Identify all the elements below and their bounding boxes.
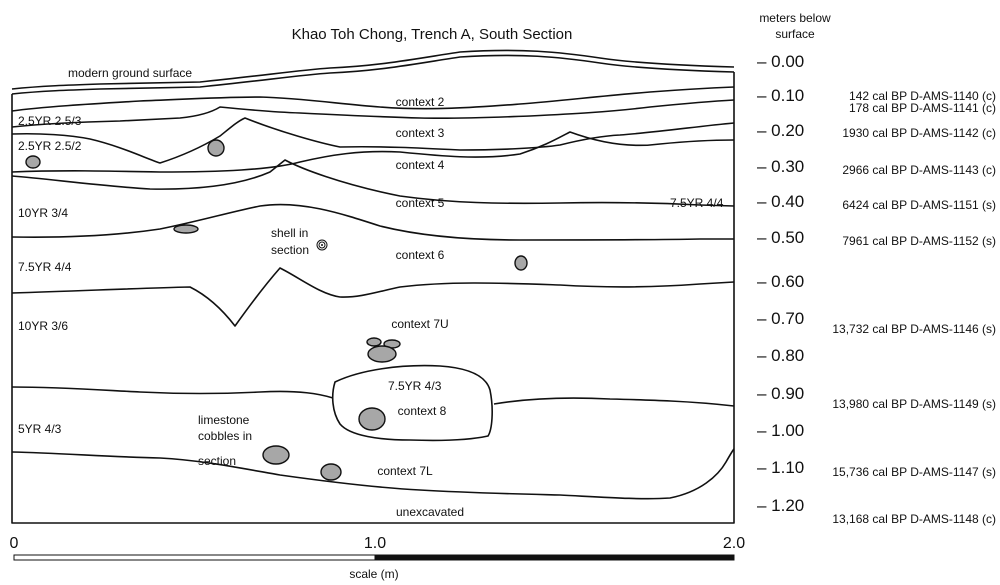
date-label: 13,168 cal BP D-AMS-1148 (c) <box>832 512 996 526</box>
depth-tick: – 1.10 <box>757 458 804 477</box>
depth-tick: – 0.80 <box>757 346 804 365</box>
scale-segment-light <box>13 554 376 561</box>
depth-tick: – 0.20 <box>757 121 804 140</box>
context-3-label: context 3 <box>396 126 445 140</box>
date-label: 13,732 cal BP D-AMS-1146 (s) <box>832 322 996 336</box>
shell-annotation-line1: shell in <box>271 226 308 240</box>
modern-ground-surface-line-inner <box>11 54 735 95</box>
soil-color-label: 2.5YR 2.5/3 <box>18 114 82 128</box>
date-label: 6424 cal BP D-AMS-1151 (s) <box>842 198 996 212</box>
context-7U-label: context 7U <box>391 317 448 331</box>
scale-segment-dark <box>374 554 735 561</box>
context-2-label: context 2 <box>396 95 445 109</box>
boundary-context-5-6 <box>11 159 735 207</box>
date-label: 142 cal BP D-AMS-1140 (c) <box>849 89 996 103</box>
depth-tick: – 0.90 <box>757 384 804 403</box>
radiocarbon-dates: 142 cal BP D-AMS-1140 (c) 178 cal BP D-A… <box>832 89 996 526</box>
context-7L-label: context 7L <box>377 464 433 478</box>
boundary-context-6-lower <box>11 203 734 241</box>
soil-color-label: 5YR 4/3 <box>18 422 62 436</box>
scale-tick-label: 1.0 <box>364 535 386 552</box>
soil-color-label: 7.5YR 4/4 <box>18 260 72 274</box>
soil-color-label: 7.5YR 4/4 <box>670 196 724 210</box>
depth-tick: – 0.70 <box>757 309 804 328</box>
depth-tick: – 1.00 <box>757 421 804 440</box>
depth-axis-title-line1: meters below <box>759 11 831 25</box>
limestone-cobble-7 <box>367 345 397 363</box>
modern-ground-surface-line <box>11 49 735 90</box>
boundary-top-of-context-2 <box>11 86 735 112</box>
limestone-annotation-line2: cobbles in <box>198 429 252 443</box>
boundary-context-7L-unexcavated <box>11 448 735 500</box>
soil-color-label: 10YR 3/4 <box>18 206 68 220</box>
boundary-context-3-4 <box>11 117 735 164</box>
soil-color-label: 7.5YR 4/3 <box>388 379 442 393</box>
limestone-cobble-3 <box>173 224 199 234</box>
context-5-label: context 5 <box>396 196 445 210</box>
limestone-annotation-line1: limestone <box>198 413 250 427</box>
limestone-cobble-5 <box>366 337 382 347</box>
scale-label: scale (m) <box>349 567 398 581</box>
depth-tick: – 0.10 <box>757 86 804 105</box>
date-label: 7961 cal BP D-AMS-1152 (s) <box>842 234 996 248</box>
unexcavated-label: unexcavated <box>396 505 464 519</box>
context-8-lens-outline <box>331 364 493 442</box>
boundary-context-7U-7L <box>11 386 735 407</box>
depth-scale: – 0.00 – 0.10 – 0.20 – 0.30 – 0.40 – 0.5… <box>757 52 804 515</box>
context-6-label: context 6 <box>396 248 445 262</box>
context-4-label: context 4 <box>396 158 445 172</box>
boundary-context-4-5 <box>11 131 735 173</box>
depth-tick: – 0.50 <box>757 228 804 247</box>
limestone-cobble-9 <box>262 445 290 465</box>
figure-title: Khao Toh Chong, Trench A, South Section <box>292 26 573 43</box>
depth-tick: – 0.30 <box>757 157 804 176</box>
date-label: 1930 cal BP D-AMS-1142 (c) <box>842 126 996 140</box>
scale-bar: 0 1.0 2.0 scale (m) <box>10 535 746 581</box>
limestone-cobble-1 <box>25 155 41 169</box>
date-label: 13,980 cal BP D-AMS-1149 (s) <box>832 397 996 411</box>
scale-tick-label: 2.0 <box>723 535 745 552</box>
limestone-cobble-2 <box>207 139 225 157</box>
depth-axis-title-line2: surface <box>775 27 815 41</box>
depth-tick: – 0.60 <box>757 272 804 291</box>
depth-tick: – 0.40 <box>757 192 804 211</box>
date-label: 15,736 cal BP D-AMS-1147 (s) <box>832 465 996 479</box>
context-8-label: context 8 <box>398 404 447 418</box>
boundary-context-2-3 <box>11 99 735 128</box>
date-label: 178 cal BP D-AMS-1141 (c) <box>849 101 996 115</box>
date-label: 2966 cal BP D-AMS-1143 (c) <box>842 163 996 177</box>
shell-icon <box>316 239 328 251</box>
limestone-cobble-10 <box>320 463 342 481</box>
trench-frame <box>11 72 735 524</box>
shell-annotation-line2: section <box>271 243 309 257</box>
limestone-annotation-line3: section <box>198 454 236 468</box>
soil-color-label: 10YR 3/6 <box>18 319 68 333</box>
soil-color-label: 2.5YR 2.5/2 <box>18 139 82 153</box>
limestone-cobble-4 <box>514 255 528 271</box>
depth-tick: – 1.20 <box>757 496 804 515</box>
modern-surface-label: modern ground surface <box>68 66 192 80</box>
depth-tick: – 0.00 <box>757 52 804 71</box>
scale-tick-label: 0 <box>10 535 19 552</box>
boundary-context-6-7U <box>11 267 735 327</box>
limestone-cobble-8 <box>358 407 386 431</box>
